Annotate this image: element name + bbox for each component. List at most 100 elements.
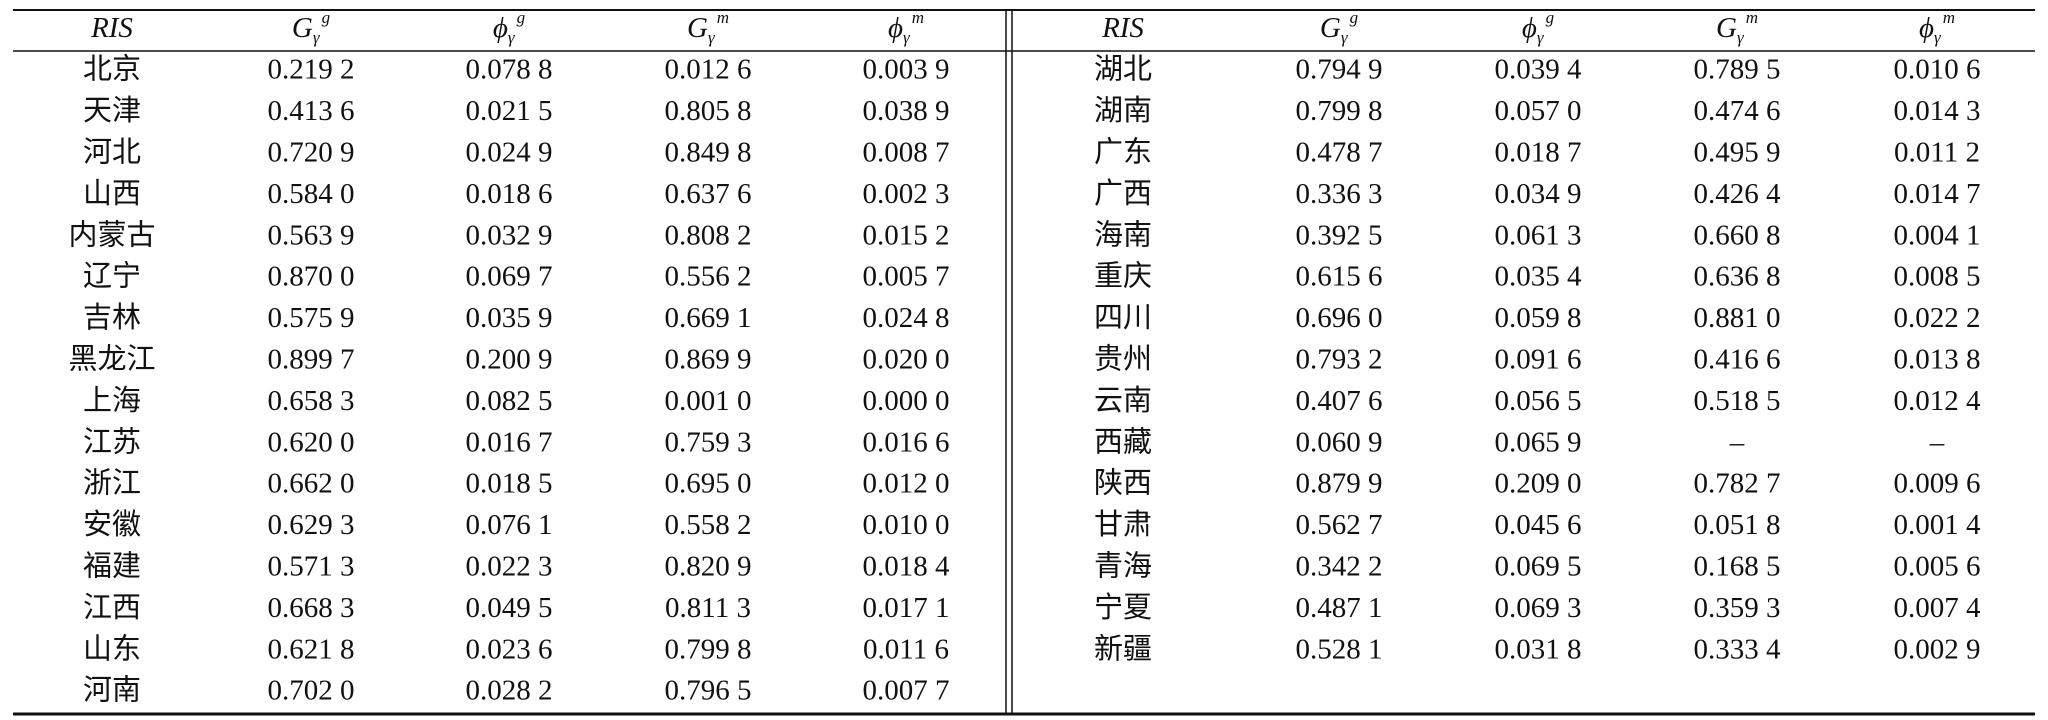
value-cell: 0.002 9: [1894, 633, 1981, 665]
value-cell: 0.696 0: [1296, 302, 1383, 334]
header-base: G: [687, 12, 708, 44]
value-cell: 0.528 1: [1296, 633, 1383, 665]
value-cell: 0.637 6: [665, 178, 752, 210]
value-cell: 0.049 5: [466, 592, 553, 624]
value-cell: 0.008 5: [1894, 261, 1981, 293]
value-cell: 0.702 0: [268, 675, 355, 707]
value-cell: 0.799 8: [1296, 95, 1383, 127]
value-cell: 0.209 0: [1495, 468, 1582, 500]
value-cell: 0.024 9: [466, 136, 553, 168]
value-cell: 0.620 0: [268, 426, 355, 458]
region-cell: 陕西: [1094, 467, 1152, 500]
value-cell: 0.010 0: [863, 509, 950, 541]
region-cell: 青海: [1094, 549, 1152, 582]
value-cell: –: [1729, 426, 1745, 458]
column-header: RIS: [90, 12, 133, 44]
value-cell: –: [1929, 426, 1945, 458]
region-cell: 上海: [83, 384, 141, 417]
header-subscript: γ: [508, 28, 516, 47]
value-cell: 0.359 3: [1694, 592, 1781, 624]
region-cell: 山西: [83, 178, 141, 210]
region-cell: 宁夏: [1094, 591, 1152, 624]
header-superscript: m: [1943, 8, 1955, 27]
column-header: ϕγm: [888, 8, 924, 47]
value-cell: 0.060 9: [1296, 426, 1383, 458]
value-cell: 0.014 7: [1894, 178, 1981, 210]
header-superscript: g: [517, 8, 526, 27]
value-cell: 0.024 8: [863, 302, 950, 334]
value-cell: 0.057 0: [1495, 95, 1582, 127]
value-cell: 0.629 3: [268, 509, 355, 541]
value-cell: 0.782 7: [1694, 468, 1781, 500]
header-subscript: γ: [903, 28, 911, 47]
region-cell: 四川: [1094, 302, 1152, 334]
value-cell: 0.016 6: [863, 426, 950, 458]
value-cell: 0.078 8: [466, 54, 553, 86]
region-cell: 山东: [83, 632, 141, 665]
value-cell: 0.001 0: [665, 385, 752, 417]
region-cell: 湖北: [1094, 54, 1152, 86]
header-base: RIS: [1101, 12, 1144, 44]
value-cell: 0.045 6: [1495, 509, 1582, 541]
header-base: G: [1716, 12, 1737, 44]
region-cell: 河北: [83, 136, 141, 168]
value-cell: 0.003 9: [863, 54, 950, 86]
value-cell: 0.478 7: [1296, 136, 1383, 168]
value-cell: 0.018 4: [863, 550, 951, 582]
value-cell: 0.038 9: [863, 95, 950, 127]
region-cell: 浙江: [83, 467, 141, 500]
header-superscript: g: [1546, 8, 1555, 27]
value-cell: 0.495 9: [1694, 136, 1781, 168]
header-superscript: m: [717, 8, 729, 27]
value-cell: 0.001 4: [1894, 509, 1982, 541]
value-cell: 0.474 6: [1694, 95, 1781, 127]
header-base: G: [292, 12, 313, 44]
column-header: RIS: [1101, 12, 1144, 44]
value-cell: 0.011 6: [863, 633, 949, 665]
value-cell: 0.662 0: [268, 468, 355, 500]
value-cell: 0.028 2: [466, 675, 553, 707]
value-cell: 0.007 7: [863, 675, 950, 707]
column-header: ϕγm: [1919, 8, 1955, 47]
region-cell: 内蒙古: [68, 218, 155, 251]
value-cell: 0.022 3: [466, 550, 553, 582]
value-cell: 0.342 2: [1296, 550, 1383, 582]
header-superscript: m: [912, 8, 924, 27]
region-cell: 海南: [1094, 218, 1152, 251]
value-cell: 0.799 8: [665, 633, 752, 665]
header-base: ϕ: [1522, 12, 1537, 44]
value-cell: 0.870 0: [268, 261, 355, 293]
value-cell: 0.031 8: [1495, 633, 1582, 665]
value-cell: 0.007 4: [1894, 592, 1982, 624]
region-cell: 河南: [83, 674, 141, 707]
value-cell: 0.013 8: [1894, 343, 1981, 375]
value-cell: 0.695 0: [665, 468, 752, 500]
value-cell: 0.219 2: [268, 54, 355, 86]
region-cell: 重庆: [1094, 260, 1152, 293]
value-cell: 0.022 2: [1894, 302, 1981, 334]
column-header: Gγm: [687, 8, 729, 47]
value-cell: 0.035 9: [466, 302, 553, 334]
value-cell: 0.012 6: [665, 54, 752, 86]
value-cell: 0.020 0: [863, 343, 950, 375]
value-cell: 0.011 2: [1894, 136, 1980, 168]
value-cell: 0.069 5: [1495, 550, 1582, 582]
region-cell: 辽宁: [83, 260, 141, 293]
value-cell: 0.005 7: [863, 261, 950, 293]
header-subscript: γ: [708, 28, 716, 47]
value-cell: 0.720 9: [268, 136, 355, 168]
region-cell: 云南: [1094, 384, 1152, 417]
value-cell: 0.061 3: [1495, 219, 1582, 251]
value-cell: 0.575 9: [268, 302, 355, 334]
value-cell: 0.021 5: [466, 95, 553, 127]
value-cell: 0.562 7: [1296, 509, 1383, 541]
value-cell: 0.039 4: [1495, 54, 1583, 86]
value-cell: 0.808 2: [665, 219, 752, 251]
region-cell: 福建: [83, 549, 141, 582]
value-cell: 0.794 9: [1296, 54, 1383, 86]
value-cell: 0.012 0: [863, 468, 950, 500]
header-superscript: g: [322, 8, 331, 27]
value-cell: 0.805 8: [665, 95, 752, 127]
value-cell: 0.413 6: [268, 95, 355, 127]
value-cell: 0.849 8: [665, 136, 752, 168]
